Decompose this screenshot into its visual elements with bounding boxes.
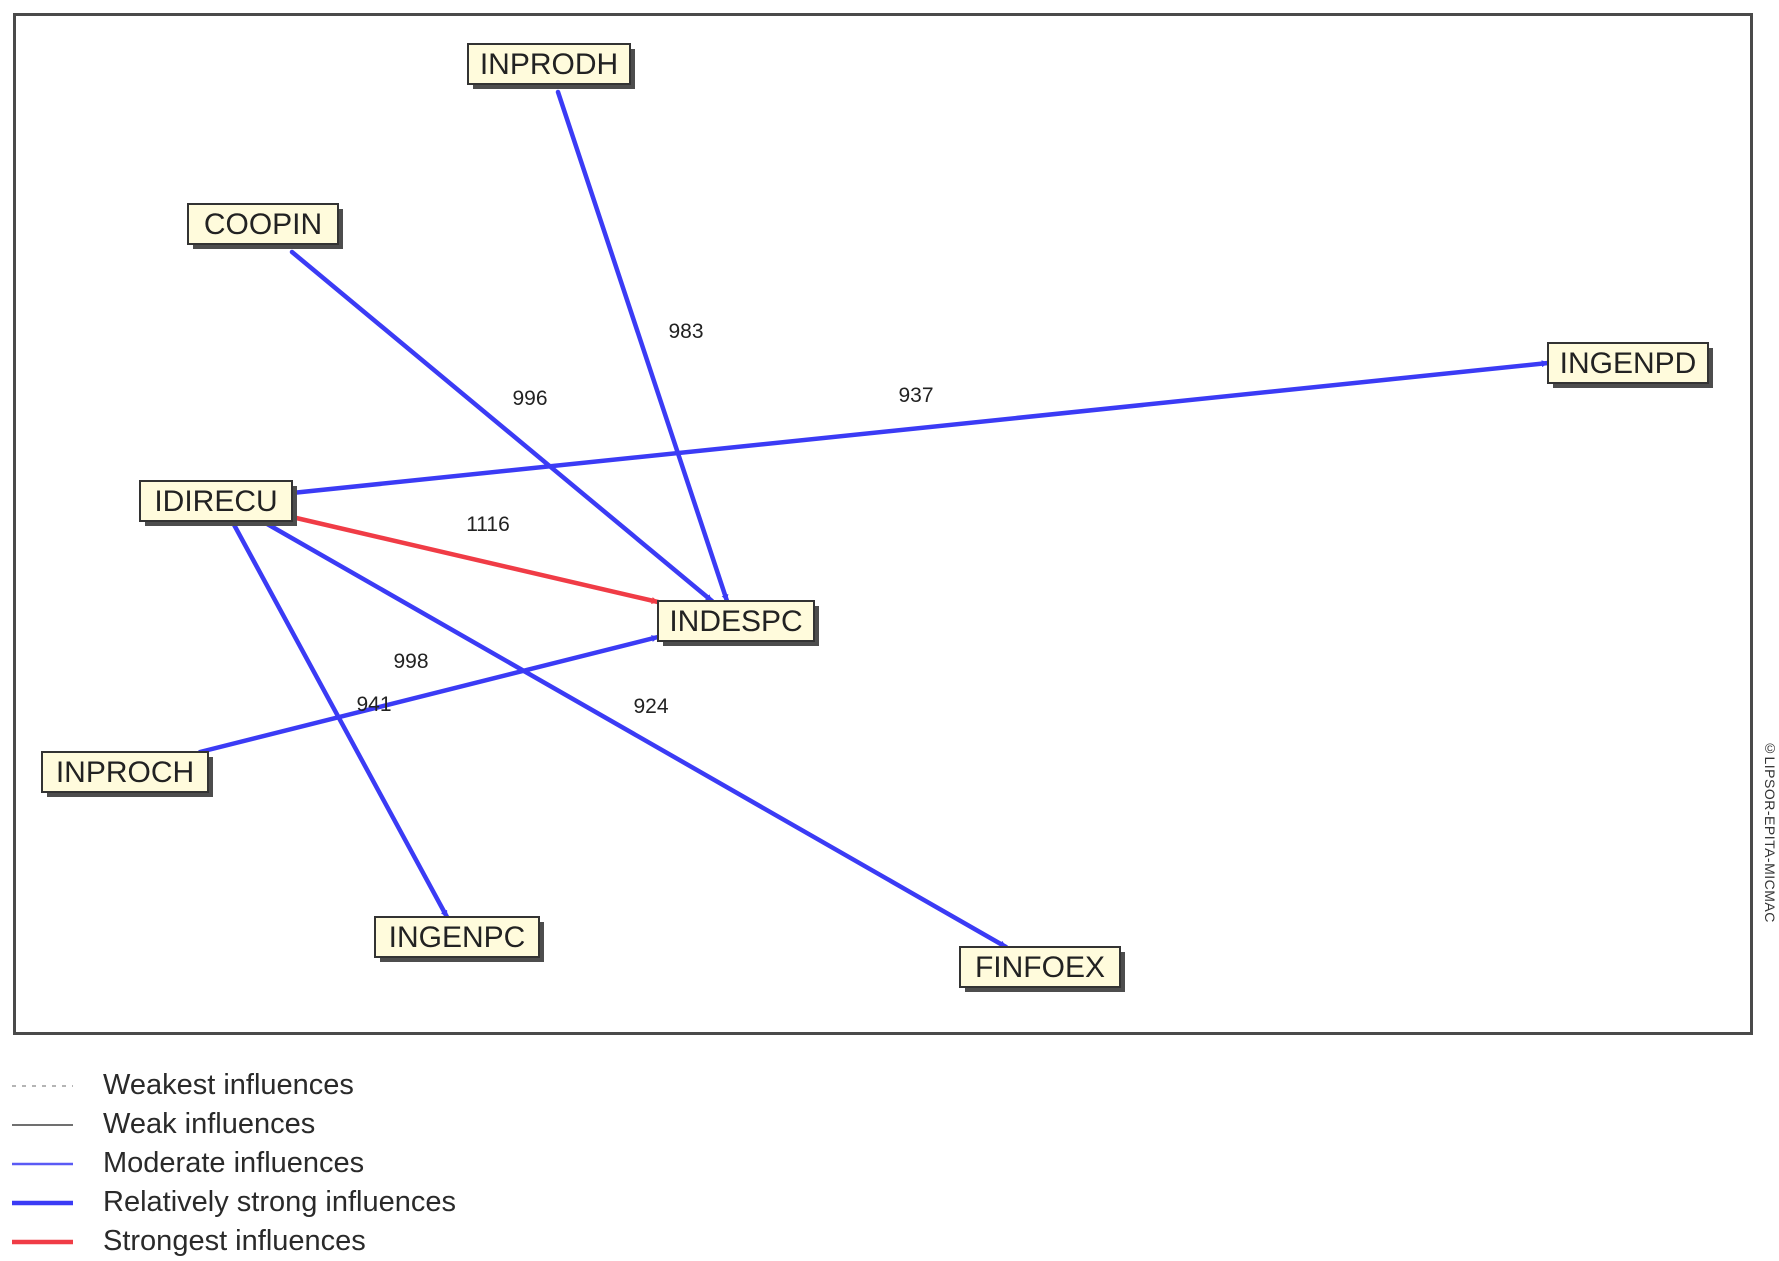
edge-label-inprodh-to-indespc: 983 xyxy=(668,320,703,343)
node-box xyxy=(657,600,815,642)
node-indespc: INDESPC xyxy=(657,600,819,646)
node-label-coopin: COOPIN xyxy=(204,208,322,241)
legend-label-relatively-strong: Relatively strong influences xyxy=(103,1186,457,1218)
legend-item-moderate: Moderate influences xyxy=(10,1144,456,1183)
legend-label-weakest: Weakest influences xyxy=(103,1069,354,1101)
edge-coopin-to-indespc xyxy=(289,249,715,604)
edge-idirecu-to-ingenpc xyxy=(229,518,450,920)
node-label-ingenpc: INGENPC xyxy=(389,921,526,954)
edge-idirecu-to-ingenpd xyxy=(289,360,1551,496)
legend-item-relatively-strong: Relatively strong influences xyxy=(10,1183,456,1222)
legend-item-weakest: Weakest influences xyxy=(10,1066,456,1105)
node-label-ingenpd: INGENPD xyxy=(1560,347,1697,380)
node-label-inprodh: INPRODH xyxy=(480,48,618,81)
edge-label-coopin-to-indespc: 996 xyxy=(512,387,547,410)
node-box xyxy=(959,946,1121,988)
node-label-inproch: INPROCH xyxy=(56,756,194,789)
legend-label-moderate: Moderate influences xyxy=(103,1147,365,1179)
legend-item-weak: Weak influences xyxy=(10,1105,456,1144)
node-label-finfoex: FINFOEX xyxy=(975,951,1105,984)
node-coopin: COOPIN xyxy=(187,203,343,249)
edge-inproch-to-indespc xyxy=(197,634,661,755)
edge-idirecu-to-indespc xyxy=(289,514,661,605)
legend-swatch-strongest xyxy=(12,1239,73,1244)
node-ingenpd: INGENPD xyxy=(1547,342,1713,388)
legend-swatch-weak xyxy=(12,1123,73,1126)
node-ingenpc: INGENPC xyxy=(374,916,544,962)
node-inproch: INPROCH xyxy=(41,751,213,797)
legend-item-strongest: Strongest influences xyxy=(10,1222,456,1261)
legend-swatch-moderate xyxy=(12,1162,73,1165)
legend-swatch-weakest xyxy=(12,1084,73,1087)
node-box xyxy=(41,751,209,793)
node-box xyxy=(187,203,339,245)
edge-label-idirecu-to-indespc: 1116 xyxy=(466,513,510,536)
edge-label-idirecu-to-finfoex: 924 xyxy=(633,695,668,718)
legend: Weakest influences Weak influences Moder… xyxy=(10,1066,456,1261)
node-box xyxy=(467,43,631,85)
nodes-layer: INPRODH COOPIN INGENPD IDIRECU INDESPC INPROC… xyxy=(41,43,1713,992)
node-finfoex: FINFOEX xyxy=(959,946,1125,992)
legend-swatch-relatively-strong xyxy=(12,1200,73,1205)
node-label-idirecu: IDIRECU xyxy=(154,485,277,518)
edge-label-inproch-to-indespc: 998 xyxy=(393,650,428,673)
node-box xyxy=(374,916,540,958)
edge-label-idirecu-to-ingenpc: 941 xyxy=(356,693,391,716)
edges-layer xyxy=(197,89,1551,950)
node-label-indespc: INDESPC xyxy=(669,605,802,638)
node-inprodh: INPRODH xyxy=(467,43,635,89)
diagram-frame xyxy=(13,13,1753,1035)
edge-idirecu-to-finfoex xyxy=(259,518,1009,950)
legend-label-weak: Weak influences xyxy=(103,1108,316,1140)
edge-inprodh-to-indespc xyxy=(555,89,730,604)
copyright-watermark: ©LIPSOR-EPITA-MICMAC xyxy=(1762,740,1778,923)
edge-label-idirecu-to-ingenpd: 937 xyxy=(898,384,933,407)
node-box xyxy=(1547,342,1709,384)
node-idirecu: IDIRECU xyxy=(139,480,297,526)
legend-label-strongest: Strongest influences xyxy=(103,1225,366,1257)
node-box xyxy=(139,480,293,522)
